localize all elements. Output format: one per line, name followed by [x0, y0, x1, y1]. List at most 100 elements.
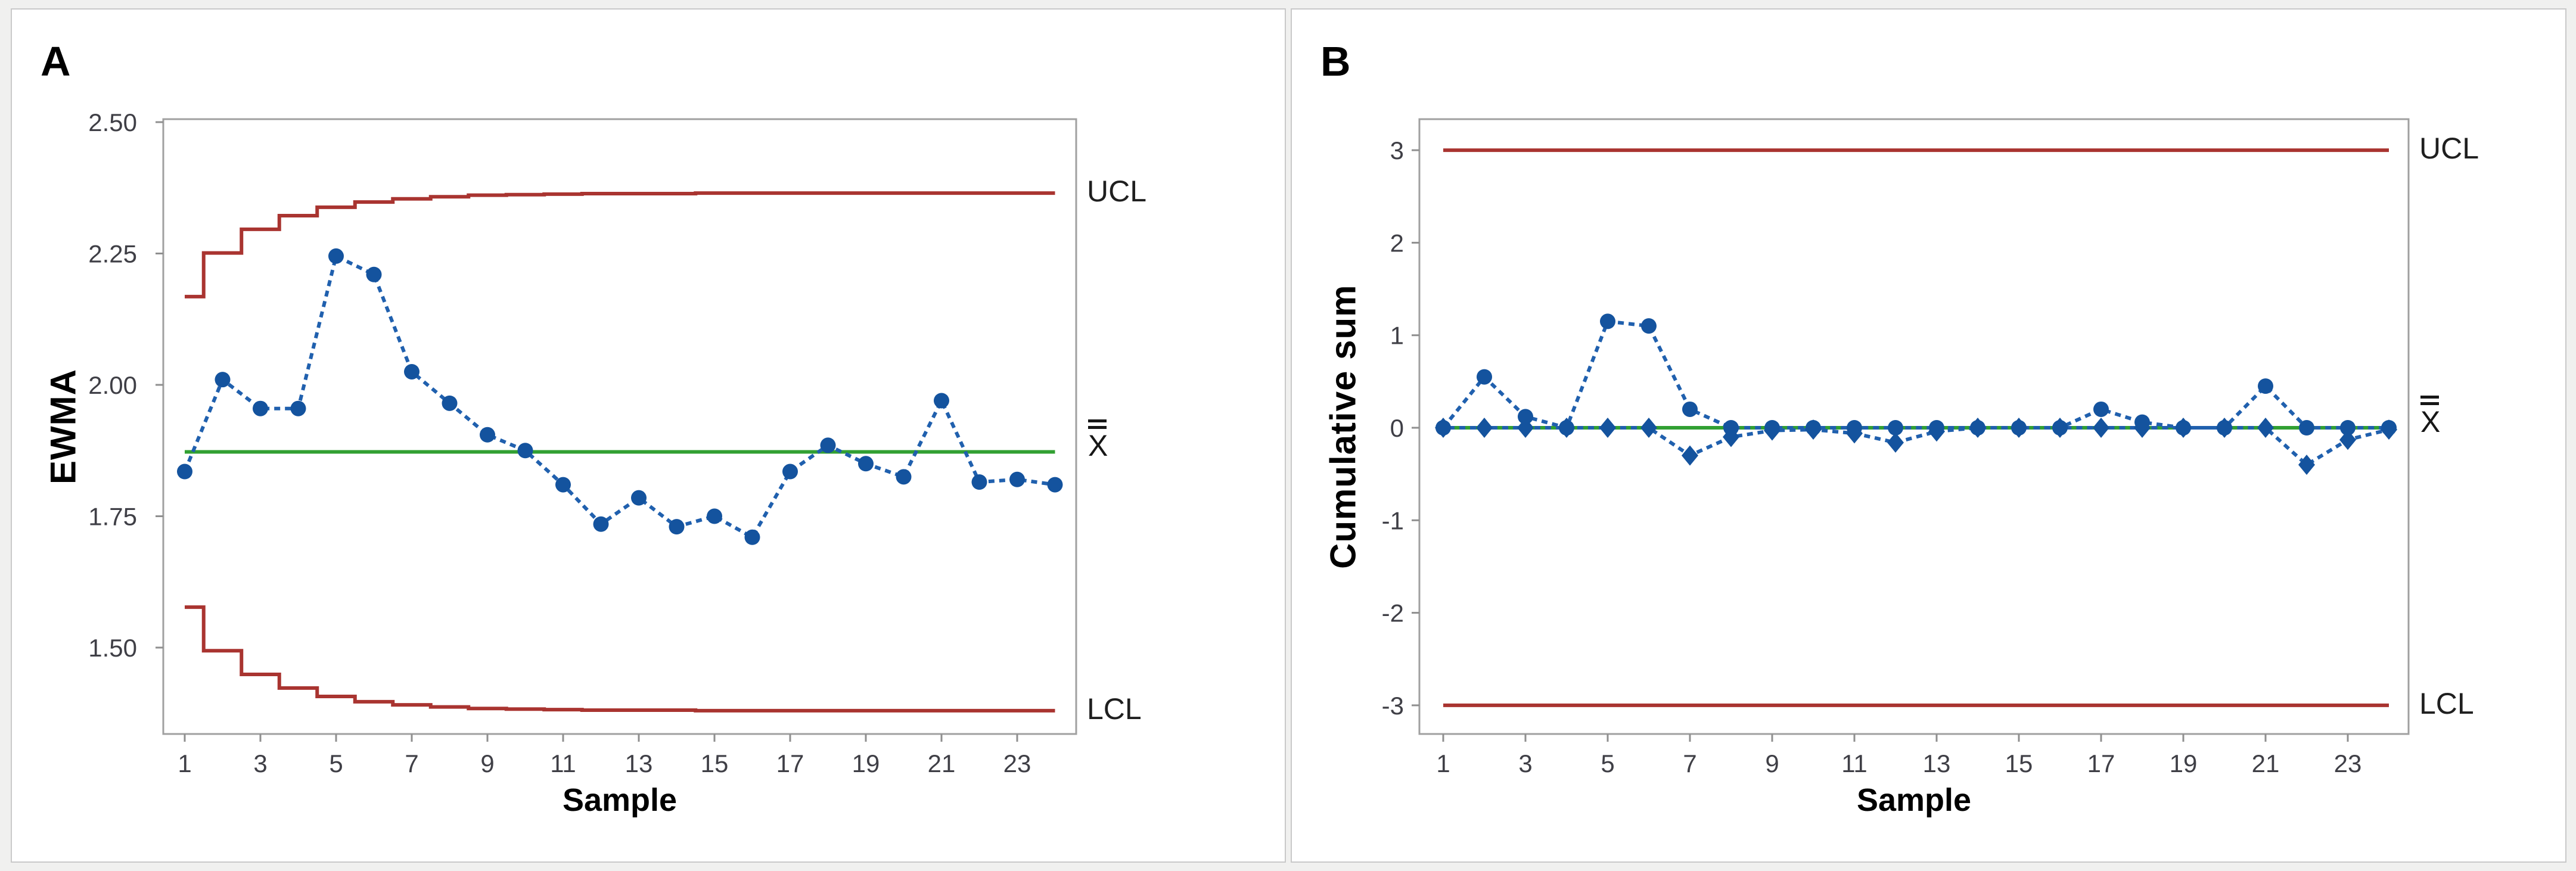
ewma-series-line: [183, 254, 1055, 539]
ucl-label: UCL: [1087, 175, 1147, 208]
y-tick-label: 2.00: [88, 371, 137, 399]
x-tick-label: 9: [480, 749, 494, 777]
x-tick-label: 9: [1765, 749, 1779, 777]
diamond-marker: [1640, 418, 1657, 438]
panel-cusum-chart: B Cumulative sum -3 -2 -1 0 1 2 3 1 3 5 7 9 11 13 15 17…: [1291, 8, 2566, 863]
circle-marker: [744, 529, 760, 545]
x-tick-label: 5: [329, 749, 343, 777]
plot-box: [162, 118, 1077, 735]
x-tick-label: 15: [2005, 749, 2033, 777]
xbarbar-label: X: [2420, 396, 2441, 438]
circle-marker: [177, 464, 192, 480]
diamond-marker: [1476, 418, 1493, 438]
xbar-character: X: [2420, 405, 2441, 438]
x-axis-title: Sample: [562, 782, 678, 818]
x-tick-label: 21: [2252, 749, 2280, 777]
diamond-marker: [2093, 418, 2109, 438]
x-tick-label: 19: [2170, 749, 2198, 777]
diamond-marker: [1599, 418, 1616, 438]
circle-marker: [782, 464, 798, 480]
x-tick-label: 5: [1601, 749, 1614, 777]
circle-marker: [2340, 420, 2356, 436]
circle-marker: [442, 395, 458, 411]
upper-cusum-series-line: [1441, 319, 2389, 430]
circle-marker: [1682, 401, 1698, 417]
lower-cusum-series-line: [1443, 426, 2389, 467]
circle-marker: [2093, 401, 2109, 417]
circle-marker: [480, 427, 495, 443]
circle-marker: [1477, 369, 1492, 385]
x-tick-label: 19: [852, 749, 880, 777]
upper-cusum-series-markers: [1435, 313, 2397, 436]
y-tick-label: 1.75: [88, 503, 137, 531]
circle-marker: [2176, 420, 2191, 436]
y-tick-label: 1: [1390, 322, 1404, 350]
xbar-character: X: [1088, 429, 1108, 462]
circle-marker: [290, 400, 306, 416]
circle-marker: [971, 474, 987, 490]
ewma-series-markers: [177, 248, 1063, 545]
circle-marker: [2258, 378, 2273, 394]
ucl-line: [185, 191, 1055, 298]
circle-marker: [707, 508, 722, 524]
circle-marker: [366, 266, 382, 282]
diamond-marker: [2298, 455, 2315, 475]
circle-marker: [1929, 420, 1944, 436]
x-tick-label: 1: [1436, 749, 1450, 777]
circle-marker: [253, 400, 268, 416]
y-tick-label: 2.50: [88, 108, 137, 136]
circle-marker: [2052, 420, 2068, 436]
plot-box: [1418, 118, 2410, 735]
y-tick-label: 0: [1390, 414, 1404, 442]
x-tick-label: 3: [253, 749, 267, 777]
diamond-marker: [1682, 445, 1698, 466]
circle-marker: [2299, 420, 2314, 436]
y-tick-label: 2: [1390, 229, 1404, 257]
circle-marker: [858, 456, 874, 472]
diamond-marker: [1887, 432, 1904, 453]
ucl-label: UCL: [2419, 132, 2479, 165]
circle-marker: [555, 477, 571, 493]
y-tick-label: 1.50: [88, 634, 137, 662]
lcl-line: [185, 605, 1055, 713]
circle-marker: [328, 248, 344, 264]
xbarbar-label: X: [1088, 419, 1108, 462]
y-tick-label: -1: [1382, 506, 1404, 534]
x-tick-label: 21: [928, 749, 956, 777]
diamond-marker: [2339, 430, 2356, 450]
circle-marker: [631, 490, 647, 506]
circle-marker: [1970, 420, 1985, 436]
panel-label: A: [41, 38, 71, 85]
diamond-marker: [2257, 418, 2274, 438]
circle-marker: [1806, 420, 1821, 436]
panel-ewma-chart: A EWMA 1.50 1.75 2.00 2.25 2.50 1 3 5 7 9 11 13 15 17…: [11, 8, 1286, 863]
circle-marker: [1009, 471, 1025, 487]
circle-marker: [593, 516, 609, 532]
panel-label: B: [1320, 38, 1351, 85]
x-tick-label: 11: [550, 749, 576, 777]
circle-marker: [2134, 414, 2150, 430]
x-tick-label: 13: [625, 749, 653, 777]
lcl-label: LCL: [2419, 687, 2474, 720]
y-tick-label: -2: [1382, 599, 1404, 627]
circle-marker: [1047, 477, 1063, 493]
y-tick-label: 3: [1390, 136, 1404, 164]
ewma-chart-plot: 1.501.752.002.252.501 3 5 7 9 11 13 15 17 19 21 23: [88, 108, 1077, 777]
x-tick-label: 23: [1003, 749, 1031, 777]
x-tick-label: 23: [2334, 749, 2362, 777]
circle-marker: [896, 469, 912, 485]
double-overbar-icon: [2420, 396, 2439, 409]
x-tick-label: 3: [1518, 749, 1532, 777]
circle-marker: [1764, 420, 1780, 436]
circle-marker: [669, 519, 685, 535]
x-tick-label: 7: [405, 749, 418, 777]
circle-marker: [1435, 420, 1451, 436]
x-tick-label: 17: [776, 749, 804, 777]
circle-marker: [517, 443, 533, 459]
circle-marker: [404, 363, 420, 379]
x-tick-label: 11: [1841, 749, 1867, 777]
circle-marker: [215, 372, 231, 388]
x-axis-title: Sample: [1856, 782, 1972, 818]
x-tick-label: 17: [2087, 749, 2115, 777]
